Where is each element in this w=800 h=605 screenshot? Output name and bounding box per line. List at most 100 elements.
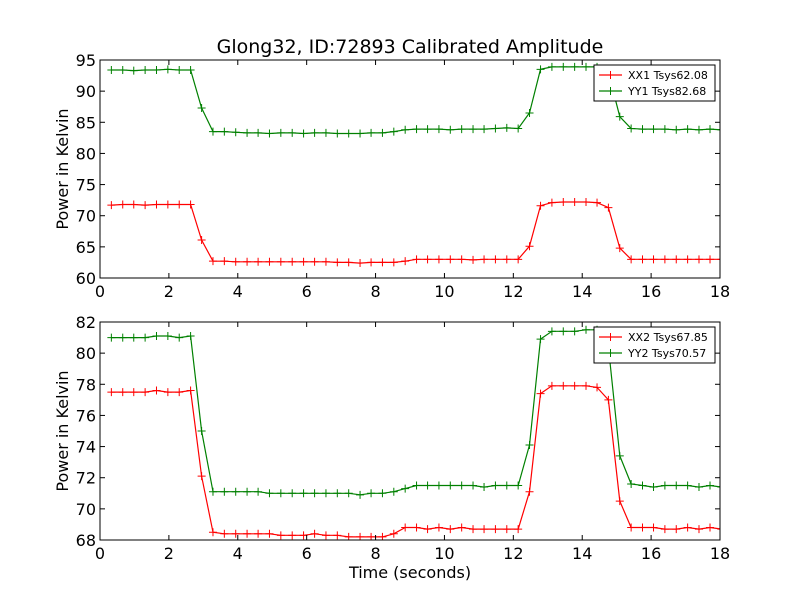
data-point: [649, 125, 658, 134]
data-point: [186, 65, 195, 74]
data-point: [107, 201, 116, 210]
data-point: [118, 388, 127, 397]
legend-marker: [606, 349, 615, 357]
data-point: [491, 525, 500, 534]
data-point: [401, 257, 410, 266]
data-point: [254, 257, 263, 266]
data-point: [502, 255, 511, 264]
data-point: [434, 481, 443, 490]
data-point: [129, 388, 138, 397]
data-point: [220, 487, 229, 496]
data-point: [525, 242, 534, 251]
y-tick-label: 75: [76, 176, 96, 195]
data-point: [321, 257, 330, 266]
data-point: [152, 386, 161, 395]
data-point: [706, 481, 715, 490]
y-tick-label: 95: [76, 51, 96, 70]
data-point: [243, 529, 252, 538]
data-point: [310, 529, 319, 538]
x-tick-label: 2: [164, 282, 174, 301]
x-tick-label: 12: [503, 282, 523, 301]
data-point: [389, 529, 398, 538]
data-point: [446, 481, 455, 490]
top-subplot: 0 2 4 6 8 10 12 14 16 18 60 65 70 75 80 85 90 95 Power in …: [53, 51, 730, 301]
data-point: [638, 481, 647, 490]
data-point: [163, 65, 172, 74]
data-point: [299, 129, 308, 138]
data-point: [333, 258, 342, 267]
data-point: [604, 203, 613, 212]
data-point: [220, 257, 229, 266]
data-point: [243, 257, 252, 266]
data-point: [480, 525, 489, 534]
data-point: [649, 483, 658, 492]
data-point: [683, 523, 692, 532]
x-tick-label: 0: [95, 282, 105, 301]
data-point: [694, 525, 703, 534]
data-point: [186, 386, 195, 395]
data-point: [378, 489, 387, 498]
data-point: [706, 255, 715, 264]
data-point: [570, 62, 579, 71]
data-point: [514, 255, 523, 264]
data-point: [570, 381, 579, 390]
y-tick-label: 72: [76, 469, 96, 488]
data-point: [118, 200, 127, 209]
data-point: [469, 481, 478, 490]
data-point: [694, 483, 703, 492]
legend-marker: [606, 333, 615, 341]
data-point: [220, 127, 229, 136]
data-point: [107, 333, 116, 342]
data-point: [672, 481, 681, 490]
data-point: [333, 129, 342, 138]
x-tick-label: 0: [95, 544, 105, 563]
data-point: [582, 62, 591, 71]
data-point: [514, 124, 523, 133]
data-point: [423, 255, 432, 264]
data-point: [469, 125, 478, 134]
data-point: [547, 327, 556, 336]
data-point: [152, 200, 161, 209]
data-point: [627, 124, 636, 133]
data-point: [536, 389, 545, 398]
data-point: [288, 531, 297, 540]
x-tick-label: 2: [164, 544, 174, 563]
axes-frame: [99, 321, 721, 541]
series-group: [107, 62, 720, 268]
data-point: [299, 257, 308, 266]
data-point: [129, 333, 138, 342]
data-point: [536, 65, 545, 74]
data-point: [514, 481, 523, 490]
data-point: [141, 65, 150, 74]
data-point: [582, 198, 591, 207]
y-tick-label: 70: [76, 500, 96, 519]
x-tick-label: 10: [434, 544, 454, 563]
y-tick-label: 70: [76, 207, 96, 226]
x-tick-label: 14: [572, 282, 592, 301]
data-point: [412, 481, 421, 490]
y-tick-label: 76: [76, 406, 96, 425]
data-point: [310, 128, 319, 137]
data-point: [660, 481, 669, 490]
y-tick-label: 60: [76, 269, 96, 288]
data-point: [582, 381, 591, 390]
data-point: [197, 427, 206, 435]
series-line-1: [111, 201, 720, 264]
data-point: [457, 125, 466, 134]
data-point: [480, 125, 489, 134]
data-point: [152, 65, 161, 74]
data-point: [706, 125, 715, 134]
data-point: [310, 257, 319, 266]
data-point: [254, 529, 263, 538]
data-point: [186, 332, 195, 341]
data-point: [208, 487, 217, 496]
data-point: [660, 525, 669, 534]
data-point: [197, 103, 206, 112]
data-point: [163, 200, 172, 209]
data-point: [129, 200, 138, 209]
data-point: [615, 112, 624, 121]
data-point: [118, 65, 127, 74]
data-point: [547, 62, 556, 71]
y-axis-label: Power in Kelvin: [53, 108, 72, 229]
